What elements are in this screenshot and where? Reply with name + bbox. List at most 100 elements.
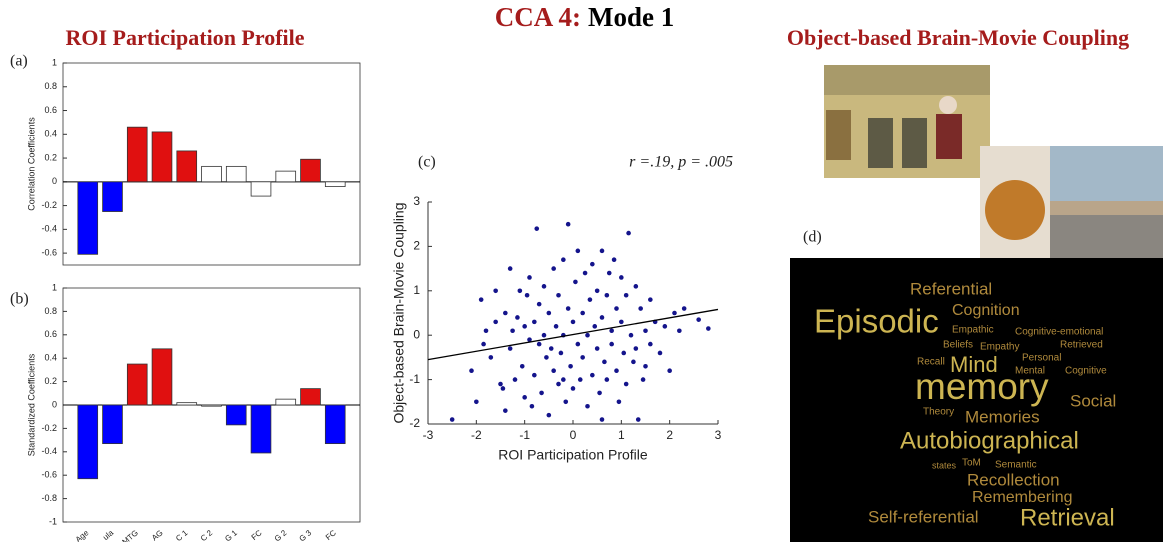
point — [643, 363, 648, 369]
point — [478, 297, 484, 302]
point — [599, 248, 605, 254]
point — [503, 310, 508, 316]
y-tick-label: 2 — [413, 239, 420, 253]
y-tick-label: 0 — [413, 327, 420, 341]
y-tick-label: 0.2 — [44, 376, 57, 386]
bar — [151, 348, 173, 406]
point — [616, 399, 622, 405]
y-tick-label: -1 — [49, 516, 57, 526]
bar — [225, 165, 247, 183]
point — [558, 350, 564, 356]
point — [643, 328, 648, 334]
point — [604, 292, 610, 298]
point — [548, 346, 554, 351]
y-tick-label: -1 — [409, 372, 420, 386]
word: Empathic — [952, 325, 994, 336]
photos — [824, 65, 1163, 258]
point — [568, 363, 573, 369]
point — [628, 332, 634, 338]
x-tick-label: MTG — [120, 528, 139, 542]
point — [546, 412, 552, 418]
photo-chair — [902, 118, 927, 168]
annotation: r =.19, p = .005 — [629, 154, 733, 171]
y-tick-label: 0.4 — [44, 353, 57, 363]
point — [541, 284, 547, 289]
x-tick-label: -1 — [519, 428, 530, 442]
bar — [324, 181, 346, 187]
word: memory — [915, 366, 1049, 407]
photo-person-head — [939, 96, 957, 114]
point — [696, 317, 701, 322]
photo-shelf — [826, 110, 851, 160]
point — [575, 341, 581, 347]
word: Cognitive — [1065, 366, 1107, 377]
point — [524, 292, 530, 298]
photo-sign-dial — [985, 180, 1045, 240]
point — [570, 386, 576, 391]
point — [507, 266, 513, 271]
bar — [151, 131, 173, 183]
x-tick-label: Age — [74, 528, 91, 542]
point — [623, 292, 629, 298]
point — [534, 226, 540, 231]
point — [677, 328, 682, 334]
point — [565, 306, 571, 311]
y-tick-label: 0 — [52, 399, 57, 409]
photo-chair — [868, 118, 893, 168]
point — [551, 266, 556, 271]
bar — [275, 398, 297, 406]
word: states — [932, 460, 957, 470]
point — [623, 381, 629, 387]
point — [563, 399, 569, 405]
panel-label: (a) — [10, 53, 28, 70]
point — [614, 306, 619, 311]
point — [585, 332, 590, 338]
y-tick-label: 0.8 — [44, 81, 57, 91]
bar — [275, 170, 297, 183]
word: Personal — [1022, 353, 1061, 364]
x-tick-label: 1 — [618, 428, 625, 442]
wordcloud-background — [790, 258, 1163, 542]
point — [580, 310, 585, 316]
bar — [324, 404, 346, 445]
point — [493, 319, 498, 325]
y-tick-label: -0.2 — [41, 200, 57, 210]
point — [483, 328, 489, 334]
y-tick-label: 0.8 — [44, 306, 57, 316]
point — [626, 230, 631, 236]
point — [519, 363, 525, 369]
point — [527, 275, 532, 280]
point — [522, 395, 527, 400]
point — [536, 301, 542, 307]
word: Self-referential — [868, 507, 979, 526]
point — [681, 306, 687, 311]
y-tick-label: -0.2 — [41, 423, 57, 433]
point — [515, 315, 520, 320]
bar — [126, 126, 148, 183]
point — [517, 288, 523, 294]
word: ToM — [962, 458, 981, 469]
point — [541, 332, 547, 338]
x-tick-label: AG — [150, 528, 165, 542]
point — [599, 315, 605, 320]
point — [577, 377, 583, 382]
point — [553, 324, 559, 329]
point — [561, 377, 566, 382]
word: Referential — [910, 279, 992, 298]
point — [493, 288, 498, 294]
bar — [300, 158, 321, 183]
photo-asphalt — [1040, 215, 1163, 258]
y-axis-label: Object-based Brain-Movie Coupling — [391, 203, 407, 424]
point — [672, 310, 677, 316]
x-tick-label: -2 — [471, 428, 482, 442]
bar — [102, 181, 123, 212]
title-prefix: CCA 4: — [495, 2, 581, 32]
point — [590, 261, 595, 267]
point — [498, 381, 503, 387]
point — [640, 377, 646, 382]
point — [590, 372, 595, 378]
word: Memories — [965, 407, 1040, 426]
bar — [77, 181, 99, 255]
point — [657, 350, 663, 356]
point — [706, 326, 711, 331]
